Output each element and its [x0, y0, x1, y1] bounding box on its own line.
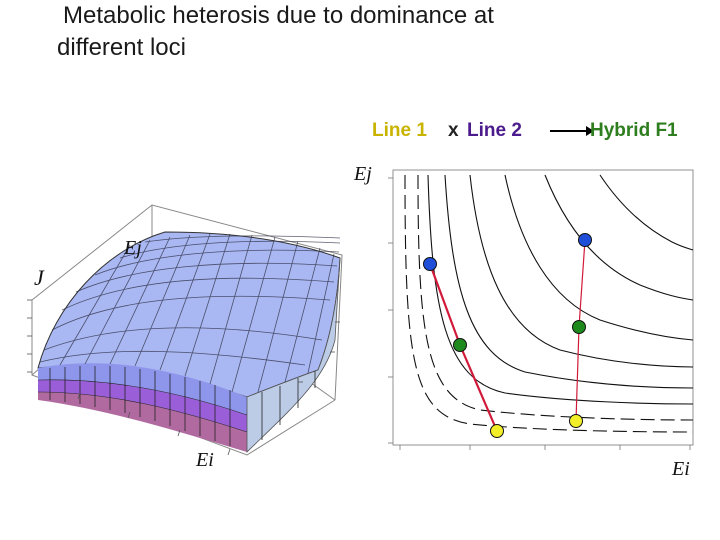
contour-axis-label-ej: Ej: [353, 163, 372, 185]
legend-cross: x: [448, 120, 459, 141]
line-2-mid-point: [572, 320, 586, 334]
surface-axis-label-ei: Ei: [195, 449, 214, 471]
surface-axis-label-ej: Ej: [123, 237, 142, 259]
line-1-mid-point: [453, 338, 467, 352]
line-1-end-point: [490, 424, 504, 438]
line-1-start-point: [423, 257, 437, 271]
legend-line-1: Line 1: [372, 120, 427, 141]
surface-band-light: [38, 363, 247, 415]
contour-plot: Ej Ei: [353, 163, 694, 480]
title-line-2: different loci: [57, 34, 186, 61]
legend-hybrid: Hybrid F1: [590, 120, 678, 141]
cross-legend: Line 1 x Line 2 Hybrid F1: [372, 118, 717, 148]
surface-plot: J Ej Ei: [27, 204, 343, 471]
surface-right-face: [246, 257, 341, 453]
line-2-end-point: [569, 414, 583, 428]
surface-front-face: [38, 392, 247, 452]
legend-line-2: Line 2: [467, 120, 522, 141]
surface-band-mid: [38, 379, 247, 432]
line-2-start-point: [578, 233, 592, 247]
page-title: Metabolic heterosis due to dominance at …: [57, 0, 617, 64]
legend-arrow-icon: [550, 126, 594, 136]
surface-axis-label-j: J: [34, 265, 45, 290]
title-line-1: Metabolic heterosis due to dominance at: [63, 2, 494, 29]
contour-axis-label-ei: Ei: [671, 458, 690, 480]
